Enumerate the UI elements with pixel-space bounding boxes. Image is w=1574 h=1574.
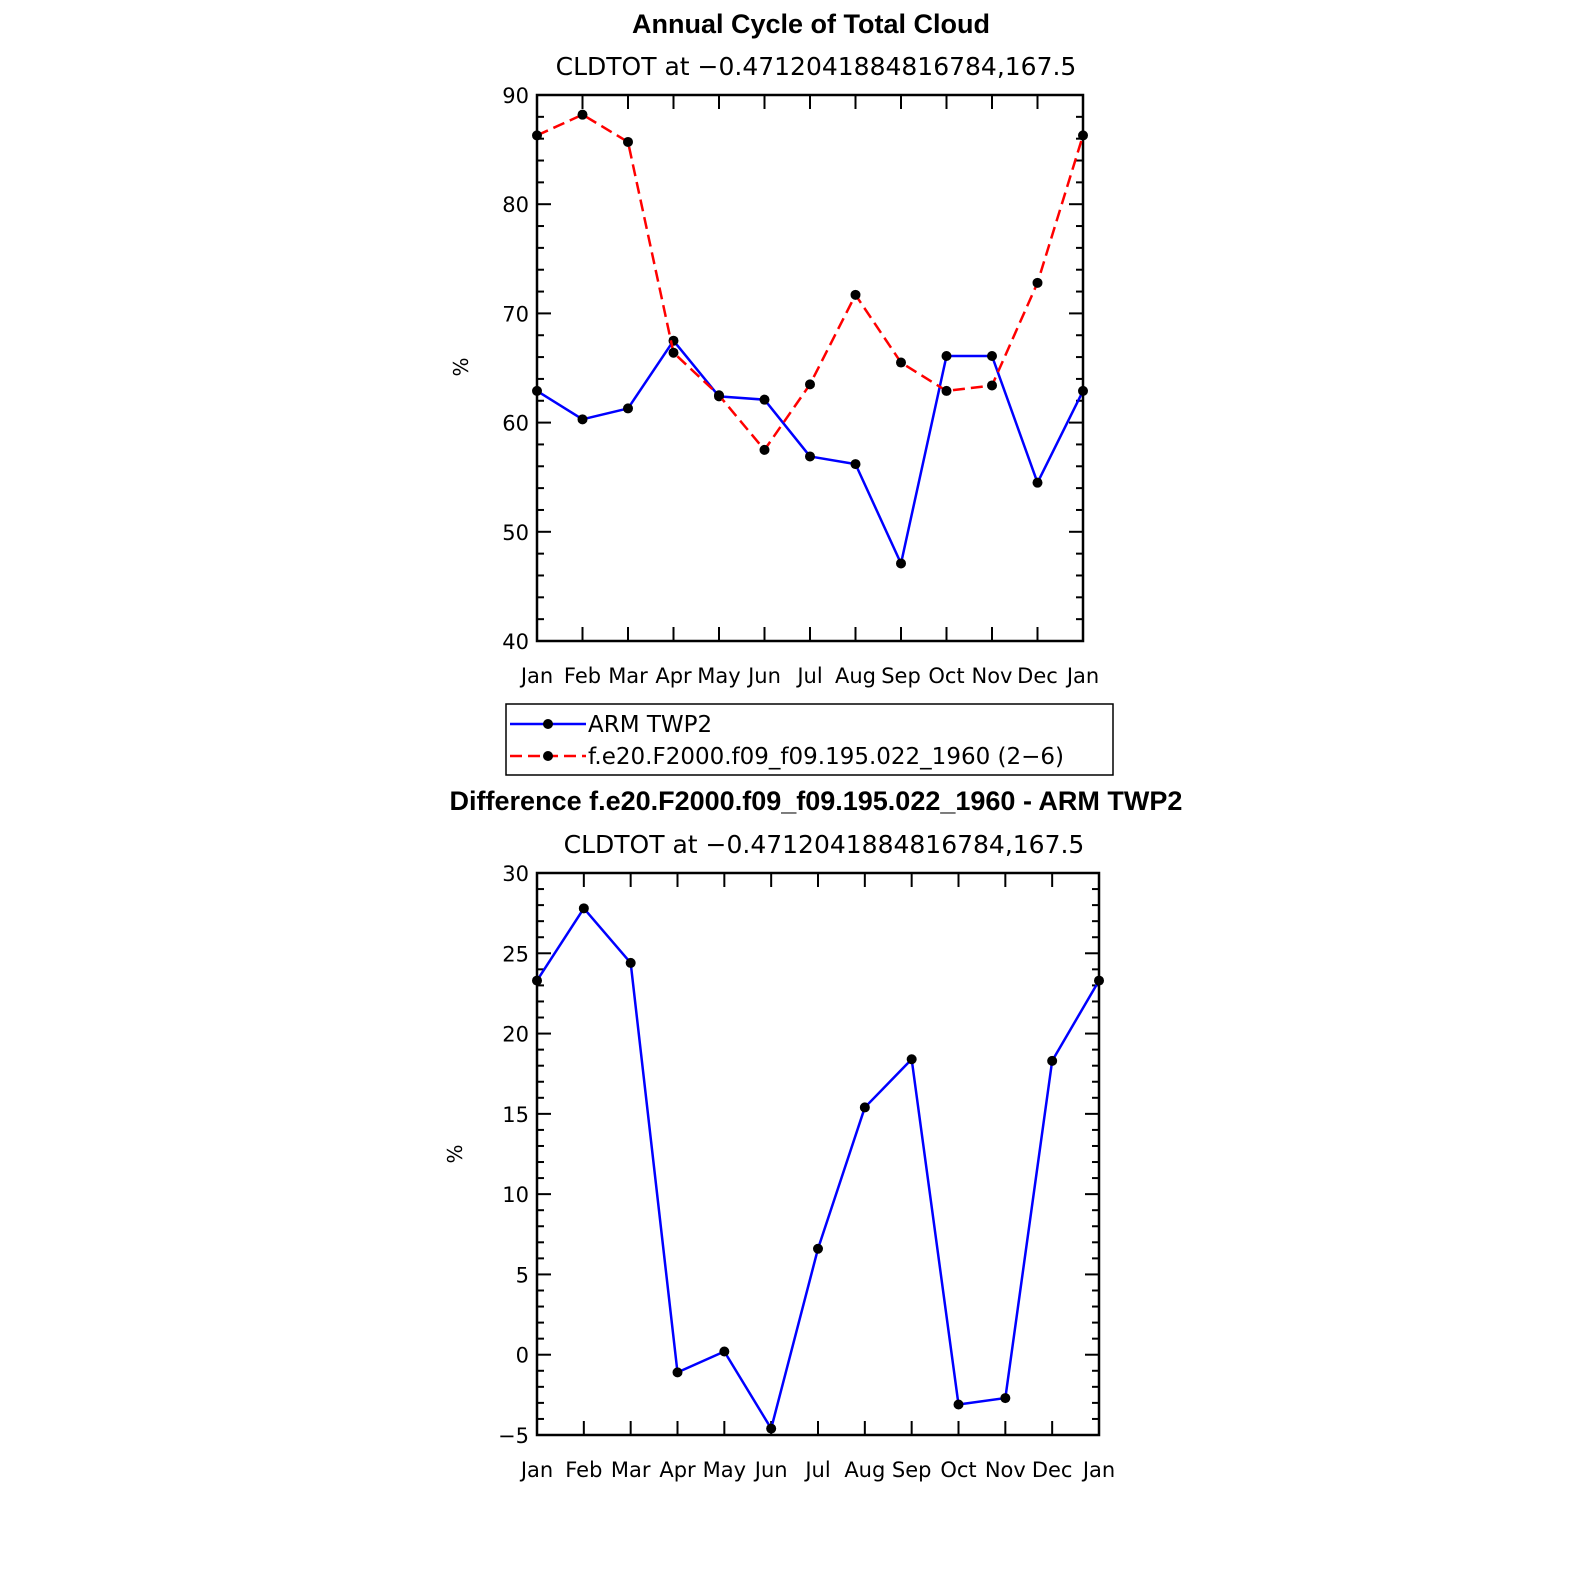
- chart1-series-0-point: [623, 403, 633, 414]
- chart1-xtick-label: Jan: [1065, 664, 1099, 688]
- legend-marker-model: [543, 751, 553, 761]
- chart2-series-0-point: [1000, 1393, 1011, 1404]
- chart1-ytick-label: 40: [502, 630, 529, 654]
- chart2-ytick-label: 0: [516, 1344, 529, 1368]
- chart1-xtick-label: Jul: [795, 664, 822, 688]
- chart1-series-1-point: [577, 109, 588, 120]
- chart2-series-0-line: [535, 907, 1101, 1430]
- chart2-title: Difference f.e20.F2000.f09_f09.195.022_1…: [450, 786, 1183, 816]
- chart1-xtick-label: Oct: [928, 664, 964, 688]
- chart1-xtick-label: May: [697, 664, 740, 688]
- chart1-y-axis-label: %: [449, 357, 473, 376]
- chart2-ytick-label: 30: [502, 862, 529, 886]
- chart2-ytick-label: 25: [502, 942, 529, 966]
- chart2-series-0-point: [672, 1367, 683, 1378]
- chart1-series-1-point: [623, 136, 633, 147]
- chart2-frame: [535, 871, 1101, 1437]
- chart2-series-0-point: [578, 903, 589, 914]
- chart1-xtick-label: Aug: [835, 664, 876, 688]
- chart1-xtick-label: Mar: [608, 664, 648, 688]
- chart2-ytick-label: −5: [498, 1424, 529, 1448]
- chart1-series-1-point: [759, 444, 770, 455]
- chart2-ytick-label: 20: [502, 1023, 529, 1047]
- chart1-series-1-point: [668, 347, 679, 358]
- chart1-ytick-label: 50: [502, 521, 529, 545]
- chart1-xtick-label: Dec: [1017, 664, 1058, 688]
- chart2-series-0-point: [906, 1054, 917, 1065]
- legend-label-model: f.e20.F2000.f09_f09.195.022_1960 (2−6): [588, 744, 1064, 770]
- chart1-series-0-point: [987, 350, 997, 361]
- chart2-xtick-label: Jan: [519, 1458, 553, 1482]
- chart1-series-1-line: [536, 113, 1085, 452]
- chart1-series-0-point: [896, 558, 906, 569]
- chart1-xtick-label: Jun: [746, 664, 781, 688]
- chart2-ytick-label: 15: [502, 1103, 529, 1127]
- chart1-xtick-label: Apr: [655, 664, 692, 688]
- chart1-xtick-label: Jan: [519, 664, 553, 688]
- chart2-series-0-point: [766, 1423, 777, 1434]
- chart1-xtick-label: Sep: [881, 664, 921, 688]
- chart1-series-1-point: [1078, 130, 1088, 141]
- chart1-series-0-point: [941, 350, 952, 361]
- chart2-series-0-point: [859, 1102, 870, 1113]
- chart2-xtick-label: Jun: [753, 1458, 788, 1482]
- chart2-y-axis-label: %: [443, 1144, 467, 1163]
- legend: ARM TWP2 f.e20.F2000.f09_f09.195.022_196…: [505, 703, 1114, 776]
- chart1-subtitle: CLDTOT at −0.4712041884816784,167.5: [556, 52, 1077, 81]
- legend-label-arm: ARM TWP2: [588, 712, 712, 738]
- chart1-xtick-label: Feb: [564, 664, 601, 688]
- chart2-series-0-point: [813, 1243, 823, 1254]
- chart2-series-0-point: [1047, 1055, 1058, 1066]
- chart2-xtick-label: Mar: [611, 1458, 651, 1482]
- chart1-title: Annual Cycle of Total Cloud: [632, 9, 990, 39]
- chart2-series-0-point: [532, 975, 542, 986]
- chart1-series-1-point: [941, 385, 952, 396]
- chart1-series-1-point: [987, 380, 997, 391]
- chart2-plot-area: −5 0 5 10 15 20 25 30 Jan Feb Mar Apr May Jun Jul Aug Se…: [498, 862, 1115, 1482]
- chart2-xtick-label: Jan: [1081, 1458, 1115, 1482]
- chart2-xtick-label: Sep: [892, 1458, 932, 1482]
- chart1-series-1-point: [850, 289, 861, 300]
- chart1-ytick-label: 90: [502, 84, 529, 108]
- chart2-xtick-label: Feb: [565, 1458, 602, 1482]
- chart1-series-1-point: [805, 379, 815, 390]
- chart2-xtick-label: Dec: [1032, 1458, 1073, 1482]
- chart2-xtick-label: Aug: [844, 1458, 885, 1482]
- chart1-ytick-label: 70: [502, 302, 529, 326]
- chart1-series-1-point: [896, 357, 906, 368]
- chart2-xtick-label: Nov: [985, 1458, 1026, 1482]
- chart2-subtitle: CLDTOT at −0.4712041884816784,167.5: [564, 830, 1085, 859]
- chart1-series-0-point: [532, 385, 542, 396]
- chart2-ytick-label: 5: [516, 1263, 529, 1287]
- chart2-xtick-label: Apr: [659, 1458, 696, 1482]
- chart1-ytick-label: 80: [502, 193, 529, 217]
- chart1-series-1-point: [532, 130, 542, 141]
- chart1-series-0-point: [805, 451, 815, 462]
- chart2-xtick-label: Jul: [803, 1458, 830, 1482]
- chart2-series-0-point: [719, 1346, 730, 1357]
- chart1-series-0-point: [577, 414, 588, 425]
- chart2-ytick-label: 10: [502, 1183, 529, 1207]
- chart1-plot-area: 40 50 60 70 80 90 Jan Feb Mar Apr May Jun Jul Aug Sep O…: [502, 84, 1099, 688]
- chart1-series-0-point: [759, 394, 770, 405]
- chart1-series-0-point: [1078, 385, 1088, 396]
- chart1-series-1-point: [714, 390, 724, 401]
- chart2-series-0-point: [953, 1399, 964, 1410]
- chart2-series-0-point: [1094, 975, 1104, 986]
- legend-box: [505, 703, 1114, 776]
- chart2-series-0-point: [625, 957, 636, 968]
- chart1-series-0-point: [850, 459, 861, 470]
- chart1-series-1-point: [1032, 277, 1043, 288]
- chart1-xtick-label: Nov: [972, 664, 1013, 688]
- chart2-xtick-label: Oct: [940, 1458, 976, 1482]
- chart2-xtick-label: May: [703, 1458, 746, 1482]
- chart1-ytick-label: 60: [502, 412, 529, 436]
- legend-marker-arm: [543, 719, 553, 729]
- chart1-series-0-point: [1032, 477, 1043, 488]
